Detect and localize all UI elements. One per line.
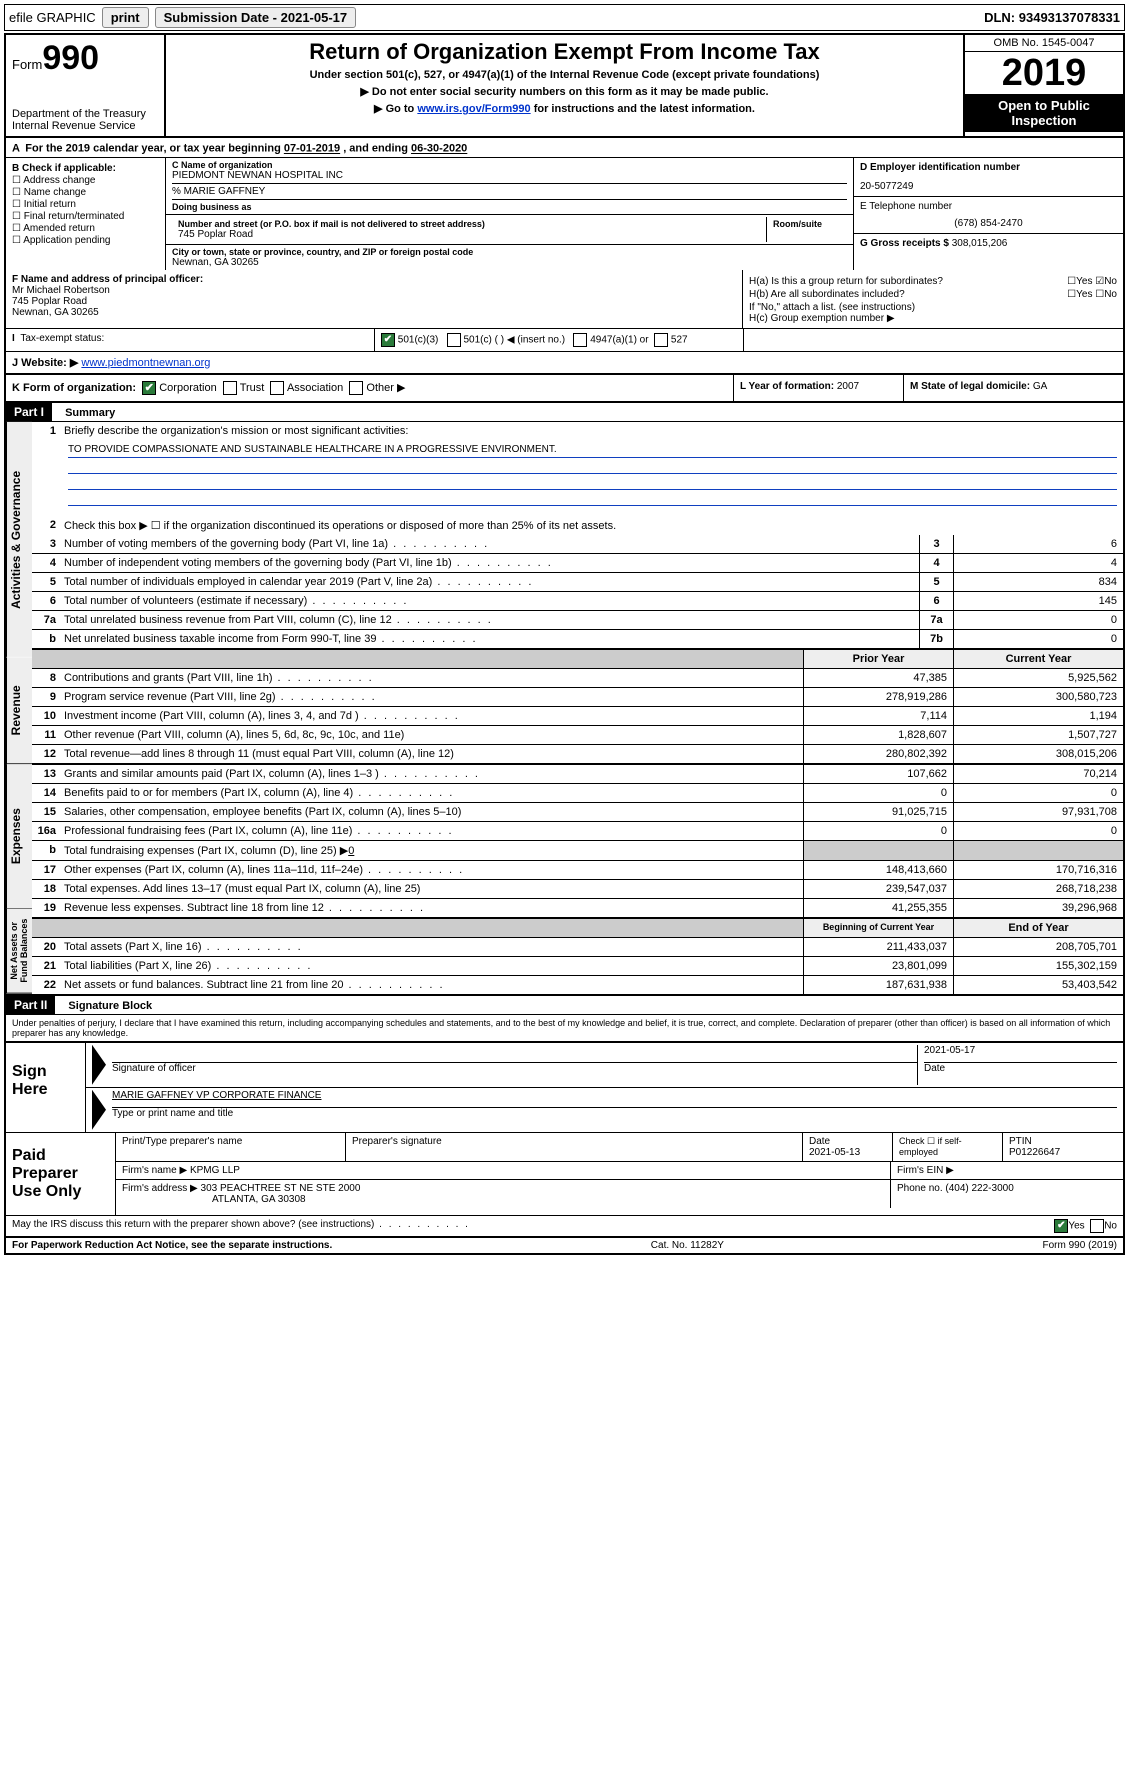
principal-officer: F Name and address of principal officer:… [6,270,743,328]
instructions-link[interactable]: www.irs.gov/Form990 [417,103,530,115]
dept-treasury: Department of the Treasury [12,108,158,120]
header-right: OMB No. 1545-0047 2019 Open to Public In… [963,35,1123,136]
line7a-val: 0 [953,611,1123,629]
discuss-row: May the IRS discuss this return with the… [6,1215,1123,1236]
section-klm: K Form of organization: ✔ Corporation Tr… [6,375,1123,403]
city-state-zip: Newnan, GA 30265 [172,257,847,268]
part-ii-header: Part II Signature Block [6,994,1123,1014]
irs-label: Internal Revenue Service [12,120,158,132]
chk-association[interactable] [270,381,284,395]
form-of-org: K Form of organization: ✔ Corporation Tr… [6,375,733,401]
chk-amended-return[interactable]: Amended return [12,223,159,234]
address-row: Number and street (or P.O. box if mail i… [166,215,853,245]
chk-discuss-yes[interactable]: ✔ [1054,1219,1068,1233]
omb-number: OMB No. 1545-0047 [965,35,1123,52]
ein-value: 20-5077249 [860,181,1117,192]
open-public-badge: Open to Public Inspection [965,94,1123,132]
line3-val: 6 [953,535,1123,553]
arrow-icon [92,1045,106,1085]
chk-501c[interactable] [447,333,461,347]
section-bcde: B Check if applicable: Address change Na… [6,158,1123,270]
vtab-expenses: Expenses [6,764,32,909]
phone-value: (678) 854-2470 [860,218,1117,229]
street-address: 745 Poplar Road [178,229,760,240]
chk-other[interactable] [349,381,363,395]
form-number: Form990 [12,39,158,78]
submission-date-button[interactable]: Submission Date - 2021-05-17 [155,7,357,28]
page-footer: For Paperwork Reduction Act Notice, see … [6,1236,1123,1253]
subtitle-2: ▶ Do not enter social security numbers o… [172,85,957,98]
suite-label: Room/suite [773,219,841,229]
gross-receipts-cell: G Gross receipts $ 308,015,206 [854,234,1123,253]
chk-final-return[interactable]: Final return/terminated [12,211,159,222]
form-title: Return of Organization Exempt From Incom… [172,39,957,65]
arrow-icon [92,1090,106,1130]
mission-text: TO PROVIDE COMPASSIONATE AND SUSTAINABLE… [32,440,1123,516]
year-formation: L Year of formation: 2007 [733,375,903,401]
line4-val: 4 [953,554,1123,572]
chk-4947[interactable] [573,333,587,347]
subtitle-3: ▶ Go to www.irs.gov/Form990 for instruct… [172,102,957,115]
section-fh: F Name and address of principal officer:… [6,270,1123,329]
state-domicile: M State of legal domicile: GA [903,375,1123,401]
line5-val: 834 [953,573,1123,591]
top-toolbar: efile GRAPHIC print Submission Date - 20… [4,4,1125,31]
vtab-revenue: Revenue [6,657,32,764]
city-cell: City or town, state or province, country… [166,245,853,270]
chk-address-change[interactable]: Address change [12,175,159,186]
tax-year: 2019 [965,52,1123,94]
col-b-checkboxes: B Check if applicable: Address change Na… [6,158,166,270]
gross-receipts: 308,015,206 [952,238,1008,249]
vtab-netassets: Net Assets or Fund Balances [6,909,32,994]
line6-val: 145 [953,592,1123,610]
section-j-website: J Website: ▶ www.piedmontnewnan.org [6,352,1123,375]
org-name: PIEDMONT NEWNAN HOSPITAL INC [172,170,847,181]
chk-501c3[interactable]: ✔ [381,333,395,347]
sign-here-label: Sign Here [6,1043,86,1132]
print-button[interactable]: print [102,7,149,28]
paid-preparer-label: Paid Preparer Use Only [6,1133,116,1215]
chk-corporation[interactable]: ✔ [142,381,156,395]
care-of: % MARIE GAFFNEY [172,183,847,197]
line-a: A For the 2019 calendar year, or tax yea… [6,138,1123,158]
group-return: H(a) Is this a group return for subordin… [743,270,1123,328]
b-header: B Check if applicable: [12,163,159,174]
col-c-org-info: C Name of organization PIEDMONT NEWNAN H… [166,158,853,270]
section-i-tax-status: I Tax-exempt status: ✔ 501(c)(3) 501(c) … [6,329,1123,352]
header-title-block: Return of Organization Exempt From Incom… [166,35,963,136]
paid-preparer-block: Paid Preparer Use Only Print/Type prepar… [6,1132,1123,1215]
line7b-val: 0 [953,630,1123,648]
part-i-body: Activities & Governance Revenue Expenses… [6,422,1123,994]
ein-cell: D Employer identification number 20-5077… [854,158,1123,197]
chk-name-change[interactable]: Name change [12,187,159,198]
form-header: Form990 Department of the Treasury Inter… [6,35,1123,138]
dln-label: DLN: 93493137078331 [984,10,1120,25]
header-left: Form990 Department of the Treasury Inter… [6,35,166,136]
part-i-header: Part I Summary [6,403,1123,422]
website-link[interactable]: www.piedmontnewnan.org [81,357,210,369]
chk-527[interactable] [654,333,668,347]
dba-label: Doing business as [172,199,847,212]
vtab-governance: Activities & Governance [6,422,32,657]
form-990: Form990 Department of the Treasury Inter… [4,33,1125,1255]
chk-trust[interactable] [223,381,237,395]
efile-label: efile GRAPHIC [9,10,96,25]
org-name-cell: C Name of organization PIEDMONT NEWNAN H… [166,158,853,215]
phone-cell: E Telephone number (678) 854-2470 [854,197,1123,234]
subtitle-1: Under section 501(c), 527, or 4947(a)(1)… [172,69,957,81]
chk-application-pending[interactable]: Application pending [12,235,159,246]
chk-discuss-no[interactable] [1090,1219,1104,1233]
sign-here-block: Sign Here Signature of officer 2021-05-1… [6,1041,1123,1132]
col-deg: D Employer identification number 20-5077… [853,158,1123,270]
chk-initial-return[interactable]: Initial return [12,199,159,210]
perjury-text: Under penalties of perjury, I declare th… [6,1014,1123,1041]
